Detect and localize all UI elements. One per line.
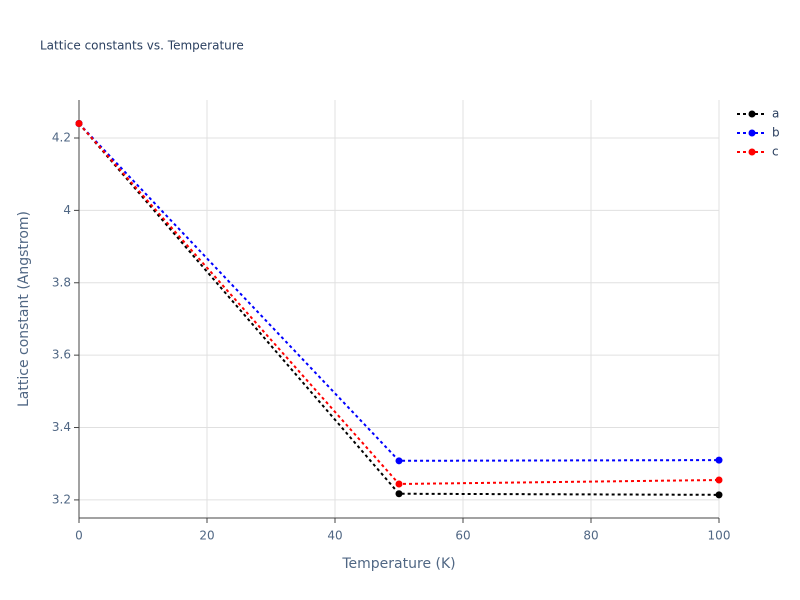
point — [395, 457, 403, 465]
x-tick-label: 20 — [199, 529, 214, 543]
point — [715, 456, 723, 464]
x-tick-label: 40 — [327, 529, 342, 543]
series-line — [78, 122, 720, 496]
y-axis-title: Lattice constant (Angstrom) — [16, 211, 32, 407]
x-axis-title: Temperature (K) — [341, 556, 455, 572]
x-tick-label: 0 — [75, 529, 83, 543]
y-tick-label: 3.6 — [52, 348, 71, 362]
chart-title: Lattice constants vs. Temperature — [40, 39, 244, 53]
legend-marker — [748, 148, 756, 156]
legend-marker — [748, 129, 756, 137]
series-line — [78, 122, 720, 485]
y-tick-label: 4.2 — [52, 131, 71, 145]
y-tick-label: 4 — [63, 203, 71, 217]
y-tick-label: 3.8 — [52, 275, 71, 289]
legend-label: a — [772, 107, 779, 121]
y-tick-label: 3.4 — [52, 420, 71, 434]
point — [395, 490, 403, 498]
point — [75, 120, 83, 128]
legend-label: c — [772, 145, 779, 159]
y-tick-label: 3.2 — [52, 492, 71, 506]
point — [715, 491, 723, 499]
x-tick-label: 60 — [455, 529, 470, 543]
point — [715, 476, 723, 484]
x-tick-label: 100 — [708, 529, 731, 543]
series-line — [78, 122, 720, 462]
x-tick-label: 80 — [583, 529, 598, 543]
legend-marker — [748, 110, 756, 118]
legend-label: b — [772, 126, 780, 140]
point — [395, 480, 403, 488]
